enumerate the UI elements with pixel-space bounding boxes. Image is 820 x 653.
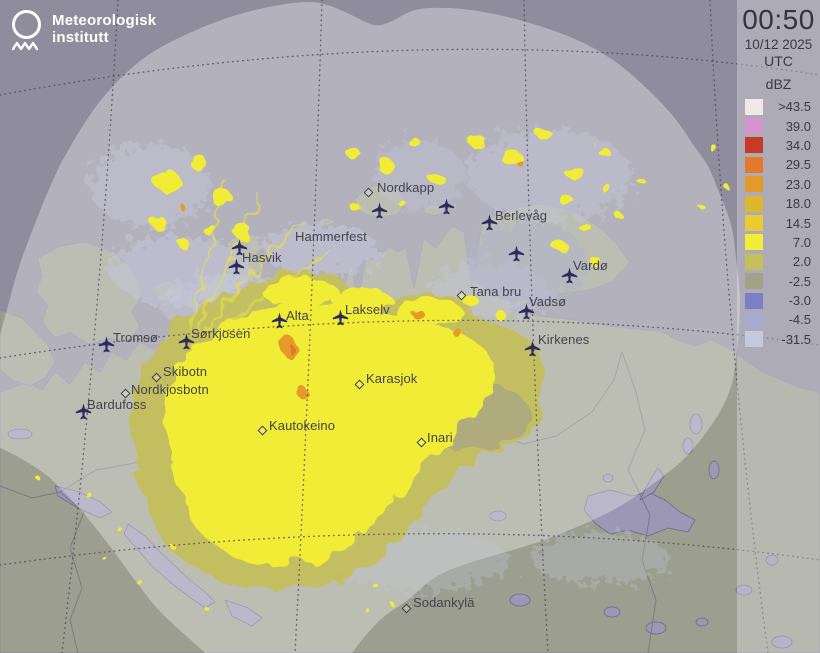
place-label-nordkjosbotn: Nordkjosbotn bbox=[131, 382, 209, 397]
timezone: UTC bbox=[764, 53, 793, 69]
legend-row: 18.0 bbox=[737, 194, 820, 213]
lakes bbox=[7, 413, 793, 649]
logo-wave-icon bbox=[11, 41, 39, 51]
town-marker-icon-inari bbox=[416, 437, 427, 448]
legend-value: 23.0 bbox=[785, 176, 811, 192]
airplane-icon-airport-20 bbox=[508, 245, 525, 262]
place-label-berlev-g: Berlevåg bbox=[495, 208, 548, 223]
airplane-icon-hammerfest bbox=[231, 239, 248, 256]
place-label-vard-: Vardø bbox=[573, 258, 608, 273]
legend-swatch bbox=[745, 156, 763, 173]
legend-swatch bbox=[745, 137, 763, 154]
place-label-nordkapp: Nordkapp bbox=[377, 180, 435, 195]
legend-value: 39.0 bbox=[785, 118, 811, 134]
airplane-icon-bardufoss bbox=[75, 403, 92, 420]
legend-swatch bbox=[745, 292, 763, 309]
legend-value: 34.0 bbox=[785, 137, 811, 153]
legend-row: 34.0 bbox=[737, 136, 820, 155]
legend-value: >43.5 bbox=[778, 99, 811, 115]
town-marker-icon-kautokeino bbox=[257, 425, 268, 436]
airplane-icon-airport-21 bbox=[371, 202, 388, 219]
legend-value: 18.0 bbox=[785, 196, 811, 212]
date: 10/12 2025 bbox=[744, 37, 813, 52]
legend-unit: dBZ bbox=[765, 76, 792, 92]
logo-glyph bbox=[11, 10, 41, 57]
legend-swatch bbox=[745, 176, 763, 193]
place-label-alta: Alta bbox=[286, 308, 309, 323]
place-label-bardufoss: Bardufoss bbox=[87, 397, 147, 412]
legend-row: -3.0 bbox=[737, 291, 820, 310]
town-marker-icon-nordkapp bbox=[363, 187, 374, 198]
airplane-icon-s-rkjosen bbox=[178, 333, 195, 350]
legend-value: -2.5 bbox=[788, 273, 811, 289]
logo-wordmark: Meteorologisk institutt bbox=[52, 10, 156, 57]
legend-row: 14.5 bbox=[737, 213, 820, 232]
town-marker-icon-karasjok bbox=[354, 379, 365, 390]
place-label-karasjok: Karasjok bbox=[366, 371, 418, 386]
legend-value: -3.0 bbox=[788, 293, 811, 309]
legend-row: 39.0 bbox=[737, 116, 820, 135]
place-label-inari: Inari bbox=[427, 430, 453, 445]
legend-row: 23.0 bbox=[737, 175, 820, 194]
logo-line1: Meteorologisk bbox=[52, 12, 157, 29]
legend-swatch bbox=[745, 273, 763, 290]
place-label-lakselv: Lakselv bbox=[345, 302, 390, 317]
met-institute-logo: Meteorologisk institutt bbox=[11, 10, 156, 57]
airplane-icon-vads- bbox=[518, 303, 535, 320]
town-marker-icon-skibotn bbox=[151, 372, 162, 383]
legend-row: -2.5 bbox=[737, 272, 820, 291]
legend-swatch bbox=[745, 331, 763, 348]
airplane-icon-hasvik bbox=[228, 258, 245, 275]
legend-value: 2.0 bbox=[792, 254, 811, 270]
logo-circle-icon bbox=[12, 10, 41, 39]
blue-echo-patch bbox=[470, 220, 586, 304]
place-label-sodankyl-: Sodankylä bbox=[413, 595, 475, 610]
legend-row: 7.0 bbox=[737, 233, 820, 252]
legend-swatch bbox=[745, 195, 763, 212]
place-label-kirkenes: Kirkenes bbox=[538, 332, 590, 347]
place-label-skibotn: Skibotn bbox=[163, 364, 208, 379]
airplane-icon-berlev-g bbox=[481, 214, 498, 231]
legend-row: -31.5 bbox=[737, 330, 820, 349]
legend-value: -31.5 bbox=[781, 331, 811, 347]
airplane-icon-kirkenes bbox=[524, 340, 541, 357]
airplane-icon-airport-19 bbox=[438, 198, 455, 215]
airplane-icon-alta bbox=[271, 312, 288, 329]
legend-swatch bbox=[745, 98, 763, 115]
legend-swatch bbox=[745, 215, 763, 232]
legend-swatch bbox=[745, 118, 763, 135]
legend-swatch bbox=[745, 234, 763, 251]
echo-field bbox=[38, 131, 728, 614]
place-label-s-rkjosen: Sørkjosen bbox=[191, 326, 251, 341]
legend-scale: >43.5 39.0 34.0 29.5 23.0 18.0 14.5 7.0 2.0 -2.5 -… bbox=[737, 97, 820, 349]
legend-value: 14.5 bbox=[785, 215, 811, 231]
timestamp: 00:50 bbox=[742, 4, 815, 35]
place-label-hammerfest: Hammerfest bbox=[295, 229, 367, 244]
legend-panel: 00:50 10/12 2025 UTC dBZ >43.5 39.0 34.0 29… bbox=[737, 0, 820, 653]
place-label-hasvik: Hasvik bbox=[242, 250, 282, 265]
legend-row: -4.5 bbox=[737, 310, 820, 329]
airplane-icon-lakselv bbox=[332, 309, 349, 326]
place-label-kautokeino: Kautokeino bbox=[269, 418, 336, 433]
town-marker-icon-tana-bru bbox=[456, 290, 467, 301]
legend-swatch bbox=[745, 311, 763, 328]
legend-value: 29.5 bbox=[785, 157, 811, 173]
airplane-icon-troms- bbox=[98, 336, 115, 353]
legend-row: 2.0 bbox=[737, 252, 820, 271]
town-marker-icon-sodankyl- bbox=[401, 603, 412, 614]
place-label-troms-: Tromsø bbox=[113, 330, 158, 345]
place-label-tana-bru: Tana bru bbox=[470, 284, 522, 299]
airplane-icon-vard- bbox=[561, 267, 578, 284]
legend-value: -4.5 bbox=[788, 312, 811, 328]
logo-line2: institutt bbox=[52, 29, 109, 46]
legend-value: 7.0 bbox=[792, 234, 811, 250]
legend-row: >43.5 bbox=[737, 97, 820, 116]
legend-row: 29.5 bbox=[737, 155, 820, 174]
legend-swatch bbox=[745, 253, 763, 270]
place-label-vads-: Vadsø bbox=[529, 294, 567, 309]
